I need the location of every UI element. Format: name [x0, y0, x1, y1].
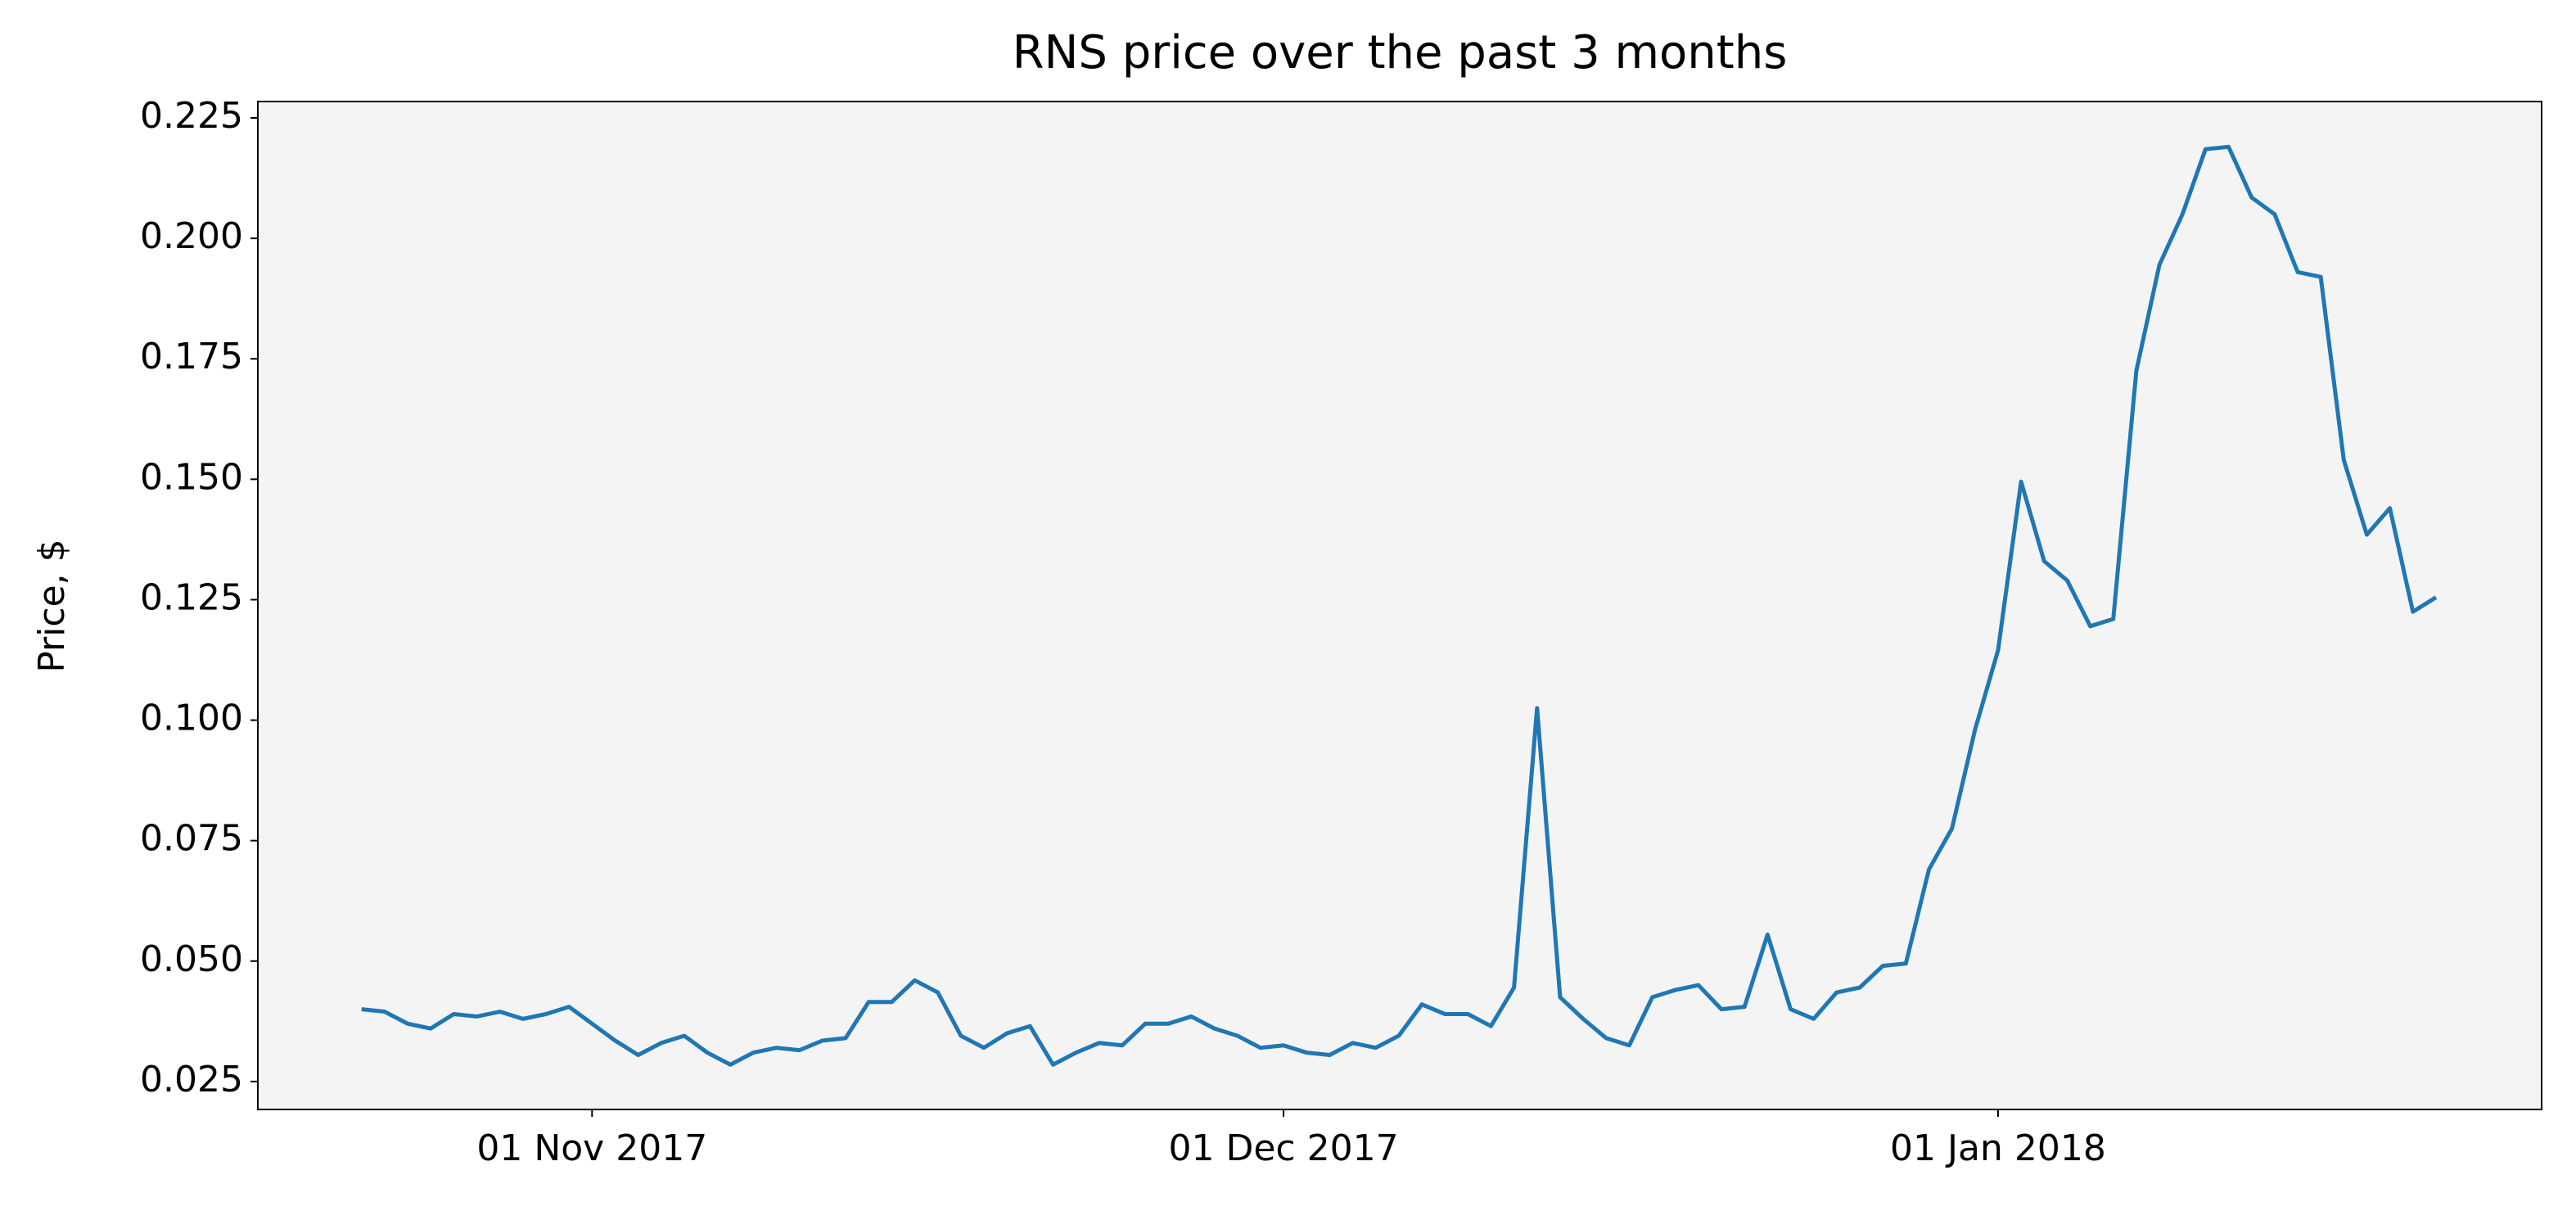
y-tick-label: 0.175	[140, 336, 243, 377]
y-tick-label: 0.150	[140, 456, 243, 498]
price-line	[361, 144, 2438, 1067]
x-tick-label: 01 Dec 2017	[1168, 1127, 1398, 1169]
y-axis-label: Price, $	[31, 539, 73, 672]
chart-title: RNS price over the past 3 months	[1013, 26, 1788, 79]
y-tick-label: 0.050	[140, 938, 243, 980]
y-tick-label: 0.100	[140, 698, 243, 739]
x-tick-label: 01 Nov 2017	[476, 1127, 707, 1169]
y-tick-label: 0.125	[140, 576, 243, 618]
plot-background	[258, 102, 2542, 1109]
x-tick-label: 01 Jan 2018	[1890, 1127, 2106, 1169]
y-tick-label: 0.200	[140, 215, 243, 257]
y-tick-label: 0.025	[140, 1059, 243, 1100]
plot-frame	[257, 101, 2542, 1110]
y-tick-label: 0.225	[140, 95, 243, 137]
y-tick-label: 0.075	[140, 818, 243, 860]
